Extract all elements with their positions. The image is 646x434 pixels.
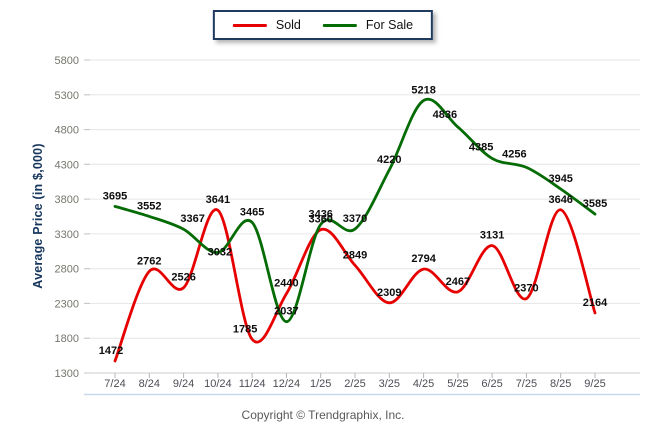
svg-text:3/25: 3/25 — [379, 378, 400, 390]
svg-text:2467: 2467 — [446, 276, 470, 288]
svg-text:3436: 3436 — [308, 208, 332, 220]
svg-text:11/24: 11/24 — [239, 378, 266, 390]
legend-item-for-sale: For Sale — [322, 18, 414, 32]
y-axis-title: Average Price (in $,000) — [31, 143, 45, 289]
svg-text:8/25: 8/25 — [550, 378, 571, 390]
svg-text:3695: 3695 — [103, 190, 127, 202]
svg-text:2794: 2794 — [411, 253, 436, 265]
svg-text:2762: 2762 — [137, 255, 161, 267]
svg-text:2526: 2526 — [171, 272, 195, 284]
svg-text:3465: 3465 — [240, 206, 264, 218]
svg-text:1785: 1785 — [233, 323, 257, 335]
sold-line-swatch — [232, 23, 267, 27]
svg-text:3945: 3945 — [548, 173, 572, 185]
svg-text:4800: 4800 — [55, 125, 79, 137]
svg-text:4836: 4836 — [433, 109, 457, 121]
svg-text:1300: 1300 — [55, 368, 79, 380]
svg-text:10/24: 10/24 — [204, 378, 232, 390]
svg-text:4300: 4300 — [55, 159, 79, 171]
svg-text:1472: 1472 — [99, 345, 123, 357]
svg-text:4220: 4220 — [377, 154, 401, 166]
svg-text:4/25: 4/25 — [413, 378, 434, 390]
svg-text:2849: 2849 — [343, 249, 367, 261]
svg-text:4256: 4256 — [502, 148, 526, 160]
svg-text:2037: 2037 — [274, 306, 298, 318]
svg-text:5/25: 5/25 — [447, 378, 468, 390]
svg-text:3646: 3646 — [548, 194, 572, 206]
svg-text:12/24: 12/24 — [273, 378, 301, 390]
svg-text:3131: 3131 — [480, 230, 504, 242]
svg-text:2/25: 2/25 — [344, 378, 365, 390]
svg-text:2309: 2309 — [377, 287, 401, 299]
svg-text:8/24: 8/24 — [139, 378, 160, 390]
svg-text:3300: 3300 — [55, 229, 79, 241]
svg-text:9/24: 9/24 — [173, 378, 194, 390]
svg-text:3800: 3800 — [55, 194, 79, 206]
svg-text:6/25: 6/25 — [481, 378, 502, 390]
svg-text:2370: 2370 — [514, 283, 538, 295]
svg-text:3360: 3360 — [308, 214, 332, 226]
svg-text:3032: 3032 — [208, 247, 232, 259]
svg-text:3585: 3585 — [583, 198, 607, 210]
chart-legend: Sold For Sale — [212, 10, 434, 40]
legend-label-for-sale: For Sale — [365, 18, 414, 32]
svg-text:7/24: 7/24 — [104, 378, 125, 390]
svg-text:2440: 2440 — [274, 278, 298, 290]
svg-text:3367: 3367 — [180, 213, 204, 225]
legend-label-sold: Sold — [275, 18, 301, 32]
copyright-text: Copyright © Trendgraphix, Inc. — [241, 408, 405, 422]
legend-item-sold: Sold — [232, 18, 301, 32]
svg-text:3641: 3641 — [206, 194, 230, 206]
svg-text:2164: 2164 — [583, 297, 608, 309]
svg-text:3552: 3552 — [137, 200, 161, 212]
svg-text:9/25: 9/25 — [584, 378, 605, 390]
svg-text:1/25: 1/25 — [310, 378, 331, 390]
svg-text:1800: 1800 — [55, 333, 79, 345]
svg-text:5218: 5218 — [411, 85, 435, 97]
svg-text:3370: 3370 — [343, 213, 367, 225]
for-sale-line-swatch — [322, 23, 357, 27]
svg-text:2800: 2800 — [55, 264, 79, 276]
svg-text:2300: 2300 — [55, 298, 79, 310]
svg-text:4385: 4385 — [469, 141, 493, 153]
svg-text:5300: 5300 — [55, 90, 79, 102]
svg-text:5800: 5800 — [55, 55, 79, 67]
svg-text:7/25: 7/25 — [516, 378, 537, 390]
